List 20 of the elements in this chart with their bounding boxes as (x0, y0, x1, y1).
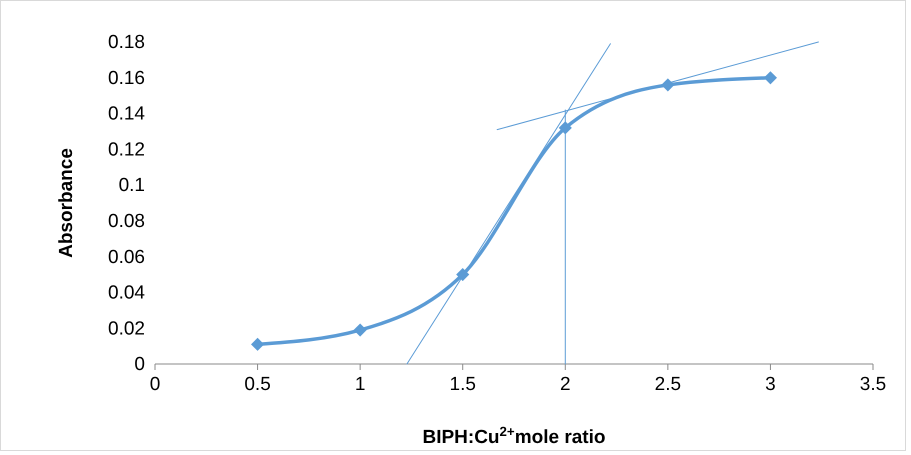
y-axis-title: Absorbance (56, 148, 77, 258)
x-tick-label: 2 (560, 374, 571, 396)
y-tick-label: 0.08 (108, 210, 145, 232)
x-tick-label: 1.5 (450, 374, 476, 396)
x-tick-label: 0.5 (244, 374, 271, 396)
x-tick-label: 0 (150, 374, 160, 396)
y-tick-label: 0.16 (108, 68, 145, 89)
y-tick-label: 0.12 (108, 139, 145, 160)
y-tick-label: 0.04 (108, 282, 146, 304)
x-tick-label: 1 (354, 374, 366, 396)
x-tick-label: 3.5 (860, 374, 886, 396)
x-tick-label: 3 (765, 374, 776, 396)
x-tick-label: 2.5 (654, 374, 682, 396)
y-tick-label: 0.02 (108, 318, 145, 340)
y-tick-label: 0.06 (108, 246, 145, 268)
x-axis-title: BIPH:Cu$^{2+}$mole ratio (422, 424, 606, 448)
y-tick-label: 0.14 (108, 104, 146, 125)
y-tick-label: 0.1 (118, 175, 145, 196)
y-tick-label: 0.18 (108, 32, 145, 54)
y-tick-label: 0 (134, 354, 145, 376)
